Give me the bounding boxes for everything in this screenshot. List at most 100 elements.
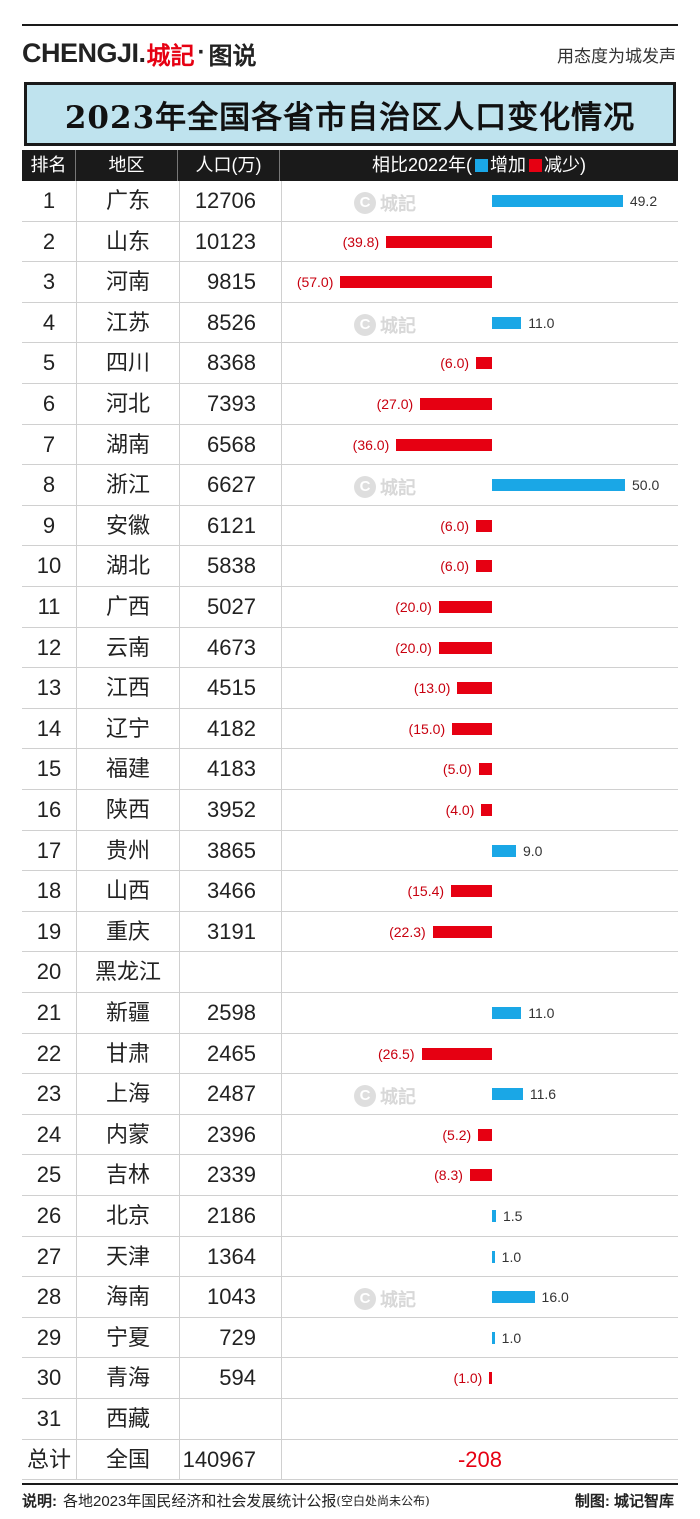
rank-cell: 总计 (26, 1446, 71, 1472)
column-divider (179, 627, 180, 669)
change-data-label: (6.0) (440, 355, 470, 372)
rank-cell: 25 (36, 1162, 62, 1188)
region-cell: 全国 (105, 1446, 150, 1472)
column-divider (281, 993, 282, 1034)
watermark-text: 城記 (380, 194, 416, 214)
brand-separator: · (197, 39, 206, 66)
watermark-text: 城記 (380, 1087, 416, 1108)
rank-cell: 13 (36, 675, 62, 701)
column-divider (179, 465, 180, 506)
column-divider (281, 1317, 282, 1359)
rank-cell: 7 (42, 431, 56, 457)
brand-subtitle: 图说 (208, 42, 257, 70)
column-divider (76, 993, 77, 1034)
table-row: 5 四川 8368 (6.0) (22, 343, 678, 384)
region-cell: 内蒙 (105, 1121, 150, 1147)
population-cell: 4183 (207, 756, 256, 782)
watermark-c-icon: C (354, 1288, 376, 1311)
population-cell: 2186 (207, 1203, 256, 1228)
watermark-logo: C 城記 (354, 474, 416, 500)
region-cell: 青海 (105, 1365, 150, 1391)
column-divider (179, 708, 180, 750)
increase-bar (492, 1331, 495, 1344)
column-divider (179, 1236, 180, 1278)
decrease-bar (452, 722, 492, 735)
table-row: 27 天津 1364 1.0 (22, 1236, 678, 1278)
population-cell: 5838 (207, 553, 256, 579)
population-cell: 2598 (207, 1000, 256, 1025)
column-divider (76, 1114, 77, 1156)
rank-cell: 6 (42, 391, 56, 416)
decrease-bar (478, 1128, 492, 1141)
column-divider (281, 1399, 282, 1440)
column-divider (179, 424, 180, 466)
column-divider (179, 1439, 180, 1481)
decrease-bar (451, 885, 492, 898)
change-data-label: (4.0) (445, 802, 475, 818)
population-cell: 6568 (207, 431, 256, 457)
decrease-bar (432, 925, 492, 938)
column-divider (281, 1358, 282, 1399)
column-divider (76, 424, 77, 466)
change-data-label: 11.0 (528, 1005, 555, 1021)
change-data-label: (22.3) (389, 923, 426, 940)
table-row: 1 广东 12706 49.2 (22, 181, 678, 222)
table-row: 26 北京 2186 1.5 (22, 1196, 678, 1237)
table-row: 29 宁夏 729 1.0 (22, 1317, 678, 1359)
legend-increase-label: 增加 (490, 155, 527, 175)
column-divider (281, 952, 282, 993)
population-cell: 3952 (207, 797, 256, 822)
decrease-bar (489, 1372, 492, 1385)
column-divider (281, 1277, 282, 1318)
region-cell: 陕西 (105, 797, 150, 822)
population-cell: 4182 (207, 715, 256, 741)
column-divider (76, 627, 77, 669)
column-divider (179, 993, 180, 1034)
column-divider (281, 830, 282, 872)
column-divider (281, 587, 282, 628)
table-row: 4 江苏 8526 11.0 (22, 302, 678, 344)
increase-bar (492, 1250, 495, 1263)
population-cell: 4673 (207, 634, 256, 660)
table-row: 2 山东 10123 (39.8) (22, 221, 678, 263)
change-data-label: (57.0) (296, 274, 334, 291)
region-cell: 吉林 (105, 1162, 150, 1188)
region-cell: 黑龙江 (94, 959, 161, 985)
population-cell: 3191 (207, 918, 256, 944)
column-divider (281, 262, 282, 303)
decrease-bar (438, 641, 492, 654)
column-divider (179, 384, 180, 425)
rank-cell: 22 (36, 1040, 62, 1066)
table-row: 28 海南 1043 16.0 (22, 1277, 678, 1318)
watermark-logo: C 城記 (354, 312, 416, 338)
rank-cell: 21 (36, 1000, 62, 1025)
column-divider (281, 871, 282, 912)
column-divider (179, 830, 180, 872)
table-row: 22 甘肃 2465 (26.5) (22, 1033, 678, 1075)
column-divider (76, 1439, 77, 1481)
population-cell: 6627 (207, 472, 256, 498)
table-row: 6 河北 7393 (27.0) (22, 384, 678, 425)
column-divider (281, 221, 282, 263)
increase-bar (492, 1007, 522, 1019)
change-data-label: 11.0 (528, 314, 555, 331)
column-divider (179, 343, 180, 384)
table-row: 12 云南 4673 (20.0) (22, 627, 678, 669)
header-change-prefix: 相比2022年( (371, 155, 473, 175)
table-row: 19 重庆 3191 (22.3) (22, 911, 678, 953)
region-cell: 海南 (105, 1284, 150, 1310)
column-divider (281, 384, 282, 425)
rank-cell: 31 (36, 1406, 62, 1431)
population-cell: 2487 (207, 1081, 256, 1107)
table-row: 15 福建 4183 (5.0) (22, 749, 678, 790)
table-row: 17 贵州 3865 9.0 (22, 830, 678, 872)
column-divider (179, 1114, 180, 1156)
column-divider (281, 302, 282, 344)
column-divider (76, 465, 77, 506)
region-cell: 江西 (105, 675, 150, 701)
rank-cell: 2 (42, 228, 56, 254)
column-divider (76, 587, 77, 628)
header-population: 人口(万) (178, 150, 280, 181)
table-row: 24 内蒙 2396 (5.2) (22, 1114, 678, 1156)
header-region: 地区 (76, 150, 178, 181)
